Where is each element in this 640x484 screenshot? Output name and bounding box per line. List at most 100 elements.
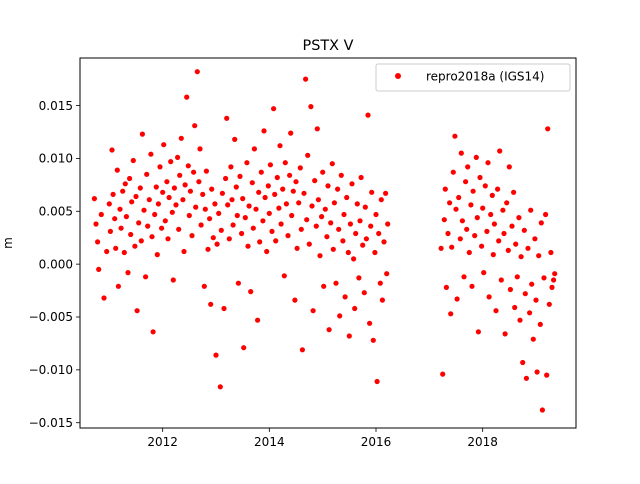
data-point <box>145 223 151 229</box>
legend: repro2018a (IGS14) <box>375 63 571 92</box>
data-point <box>175 154 181 160</box>
data-point <box>168 159 174 165</box>
data-point <box>545 126 551 132</box>
data-point <box>500 207 506 213</box>
data-point <box>344 194 350 201</box>
data-point <box>480 205 486 211</box>
data-point <box>155 201 161 207</box>
data-point <box>337 313 343 319</box>
data-point <box>244 160 250 166</box>
data-point <box>132 243 138 249</box>
data-point <box>369 189 375 195</box>
data-point <box>290 188 296 194</box>
data-point <box>127 175 133 182</box>
data-point <box>456 194 462 201</box>
data-point <box>164 179 170 185</box>
data-point <box>239 230 245 237</box>
data-point <box>482 183 488 189</box>
data-point <box>93 221 99 227</box>
data-point <box>240 196 246 202</box>
data-point <box>346 333 352 339</box>
data-point <box>253 206 259 212</box>
data-point <box>501 230 507 237</box>
data-point <box>148 151 154 157</box>
data-point <box>130 157 136 164</box>
data-point <box>513 241 519 247</box>
data-point <box>262 194 268 201</box>
data-point <box>162 218 168 224</box>
data-point <box>488 211 494 218</box>
data-point <box>101 295 107 301</box>
data-point <box>209 186 215 192</box>
data-point <box>144 171 150 177</box>
data-point <box>91 196 97 202</box>
data-point <box>193 204 199 210</box>
data-point <box>342 294 348 300</box>
data-point <box>497 148 503 154</box>
data-point <box>113 245 119 251</box>
data-point <box>310 308 316 314</box>
data-point <box>115 283 121 289</box>
data-point <box>354 201 360 207</box>
data-point <box>509 223 515 229</box>
data-point <box>154 252 160 258</box>
data-point <box>374 378 380 385</box>
data-point <box>157 164 163 170</box>
data-point <box>123 214 129 220</box>
data-point <box>461 274 467 280</box>
data-point <box>218 227 224 233</box>
data-point <box>170 277 176 283</box>
data-point <box>219 190 225 196</box>
data-point <box>249 180 255 186</box>
data-point <box>226 236 232 242</box>
data-point <box>143 274 149 280</box>
data-point <box>129 199 135 205</box>
y-tick-label: 0.010 <box>39 152 73 166</box>
data-point <box>299 347 305 353</box>
data-point <box>362 204 368 210</box>
data-point <box>357 218 363 224</box>
data-point <box>166 194 172 201</box>
y-axis-label: m <box>1 237 15 249</box>
data-point <box>493 308 499 314</box>
data-point <box>214 241 220 247</box>
data-point <box>229 197 235 203</box>
data-point <box>246 203 252 209</box>
data-point <box>294 245 300 251</box>
data-point <box>191 169 197 175</box>
data-point <box>368 223 374 229</box>
data-point <box>367 320 373 326</box>
data-point <box>255 317 261 323</box>
data-point <box>445 230 451 237</box>
data-point <box>317 253 323 259</box>
data-point <box>230 222 236 228</box>
data-point <box>532 236 538 242</box>
data-point <box>242 215 248 221</box>
data-point <box>544 372 550 378</box>
data-point <box>288 130 294 136</box>
data-point <box>165 236 171 242</box>
data-point <box>361 290 367 296</box>
data-point <box>552 271 558 277</box>
data-point <box>496 238 502 244</box>
data-point <box>202 206 208 212</box>
data-point <box>458 150 464 156</box>
data-point <box>314 126 320 132</box>
y-tick-label: 0.000 <box>39 257 73 271</box>
data-point <box>197 146 203 152</box>
data-point <box>538 220 544 226</box>
data-point <box>192 123 198 129</box>
data-point <box>376 230 382 237</box>
data-point <box>378 197 384 203</box>
data-point <box>114 167 120 173</box>
data-point <box>171 185 177 191</box>
data-point <box>340 238 346 244</box>
data-point <box>385 221 391 227</box>
data-point <box>149 234 155 240</box>
data-point <box>122 181 128 187</box>
data-point <box>138 238 144 244</box>
data-point <box>379 297 385 303</box>
data-point <box>200 191 206 197</box>
data-point <box>139 131 145 137</box>
